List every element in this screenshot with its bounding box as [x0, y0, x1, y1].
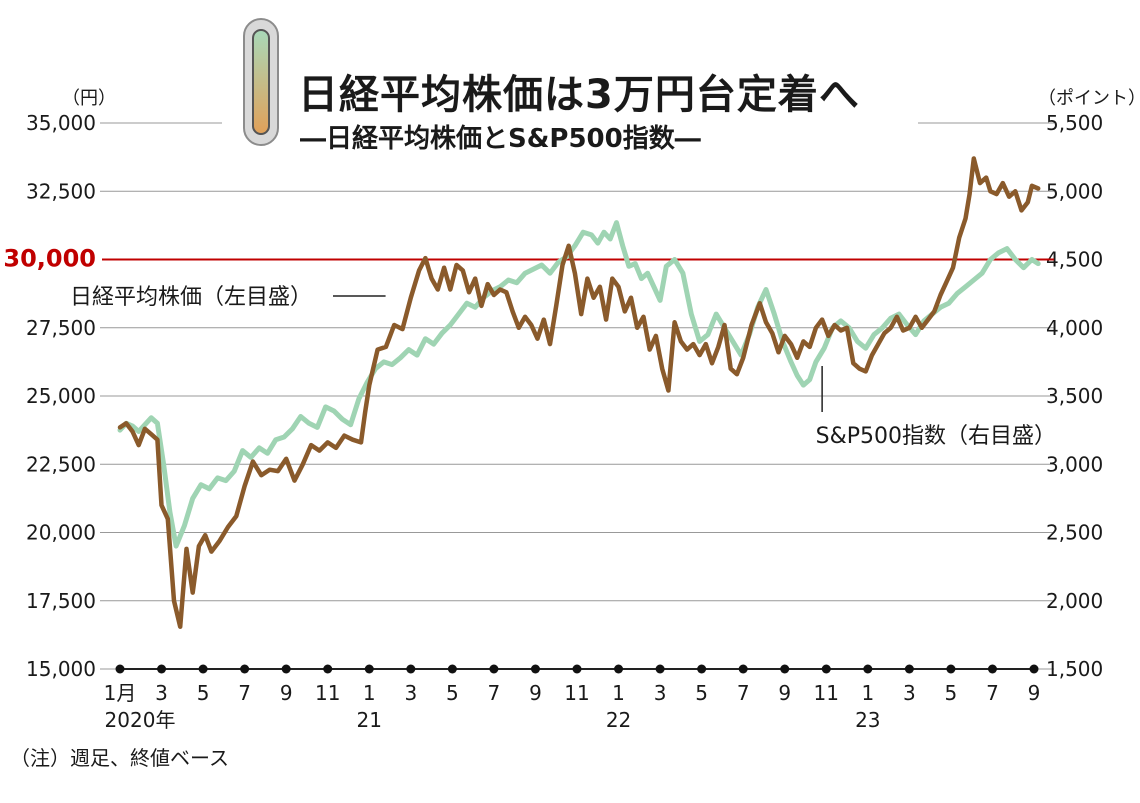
x-tick-label: 9 [778, 681, 791, 705]
x-tick-label: 5 [197, 681, 210, 705]
x-tick-label: 5 [446, 681, 459, 705]
x-year-label: 21 [357, 708, 382, 732]
x-tick-label: 1 [612, 681, 625, 705]
y-right-tick-label: 2,000 [1046, 589, 1103, 613]
x-tick-dot [281, 664, 291, 674]
nikkei-line [117, 156, 1041, 629]
y-right-tick-label: 4,000 [1046, 316, 1103, 340]
x-tick-label: 5 [945, 681, 958, 705]
sp500-line [117, 220, 1041, 549]
x-tick-label: 7 [488, 681, 501, 705]
x-tick-dot [115, 664, 125, 674]
x-tick-dot [946, 664, 956, 674]
x-tick-dot [323, 664, 333, 674]
x-tick-dot [655, 664, 665, 674]
x-tick-dot [697, 664, 707, 674]
x-tick-label: 1月 [104, 681, 137, 705]
x-tick-dot [863, 664, 873, 674]
x-year-label: 2020年 [105, 708, 176, 732]
y-right-tick-label: 3,000 [1046, 452, 1103, 476]
x-tick-dot [157, 664, 167, 674]
sp500-series-label: S&P500指数（右目盛） [816, 424, 1056, 449]
y-left-tick-label: 15,000 [26, 657, 96, 681]
x-tick-label: 3 [404, 681, 417, 705]
x-tick-dot [780, 664, 790, 674]
x-tick-dot [1029, 664, 1039, 674]
x-tick-label: 9 [1028, 681, 1041, 705]
x-tick-dot [821, 664, 831, 674]
chart-subtitle: ―日経平均株価とS&P500指数― [300, 124, 701, 154]
x-tick-label: 3 [155, 681, 168, 705]
x-tick-dot [614, 664, 624, 674]
y-left-tick-label: 27,500 [26, 316, 96, 340]
x-tick-dot [240, 664, 250, 674]
x-tick-dot [738, 664, 748, 674]
x-tick-dot [406, 664, 416, 674]
x-tick-label: 1 [861, 681, 874, 705]
x-tick-dot [987, 664, 997, 674]
title-badge-icon [243, 18, 279, 146]
y-left-tick-label: 17,500 [26, 589, 96, 613]
y-right-tick-label: 5,500 [1046, 111, 1103, 135]
y-left-tick-label: 32,500 [26, 179, 96, 203]
footnote: （注）週足、終値ベース [10, 746, 229, 770]
y-right-tick-label: 3,500 [1046, 384, 1103, 408]
y-right-tick-label: 2,500 [1046, 521, 1103, 545]
x-year-label: 22 [606, 708, 631, 732]
x-tick-label: 11 [564, 681, 589, 705]
x-tick-label: 7 [737, 681, 750, 705]
left-axis-unit: （円） [62, 88, 116, 109]
x-tick-label: 3 [654, 681, 667, 705]
x-tick-dot [530, 664, 540, 674]
x-tick-label: 1 [363, 681, 376, 705]
y-left-tick-label: 22,500 [26, 452, 96, 476]
y-left-tick-label: 30,000 [3, 245, 96, 273]
x-tick-dot [489, 664, 499, 674]
y-right-tick-label: 4,500 [1046, 248, 1103, 272]
y-right-tick-label: 5,000 [1046, 179, 1103, 203]
x-tick-dot [198, 664, 208, 674]
x-tick-dot [364, 664, 374, 674]
x-tick-label: 5 [695, 681, 708, 705]
right-axis-unit: （ポイント） [1038, 88, 1140, 109]
x-tick-label: 3 [903, 681, 916, 705]
x-tick-dot [904, 664, 914, 674]
y-right-tick-label: 1,500 [1046, 657, 1103, 681]
x-tick-label: 7 [238, 681, 251, 705]
x-year-label: 23 [855, 708, 880, 732]
chart-title: 日経平均株価は3万円台定着へ [298, 72, 860, 118]
y-left-tick-label: 20,000 [26, 521, 96, 545]
x-tick-label: 7 [986, 681, 999, 705]
y-left-tick-label: 35,000 [26, 111, 96, 135]
title-badge-fill [252, 29, 270, 135]
x-tick-dot [447, 664, 457, 674]
x-tick-dot [572, 664, 582, 674]
x-tick-label: 11 [814, 681, 839, 705]
nikkei-series-label: 日経平均株価（左目盛） [70, 285, 312, 310]
x-tick-label: 11 [315, 681, 340, 705]
y-left-tick-label: 25,000 [26, 384, 96, 408]
x-tick-label: 9 [529, 681, 542, 705]
x-tick-label: 9 [280, 681, 293, 705]
